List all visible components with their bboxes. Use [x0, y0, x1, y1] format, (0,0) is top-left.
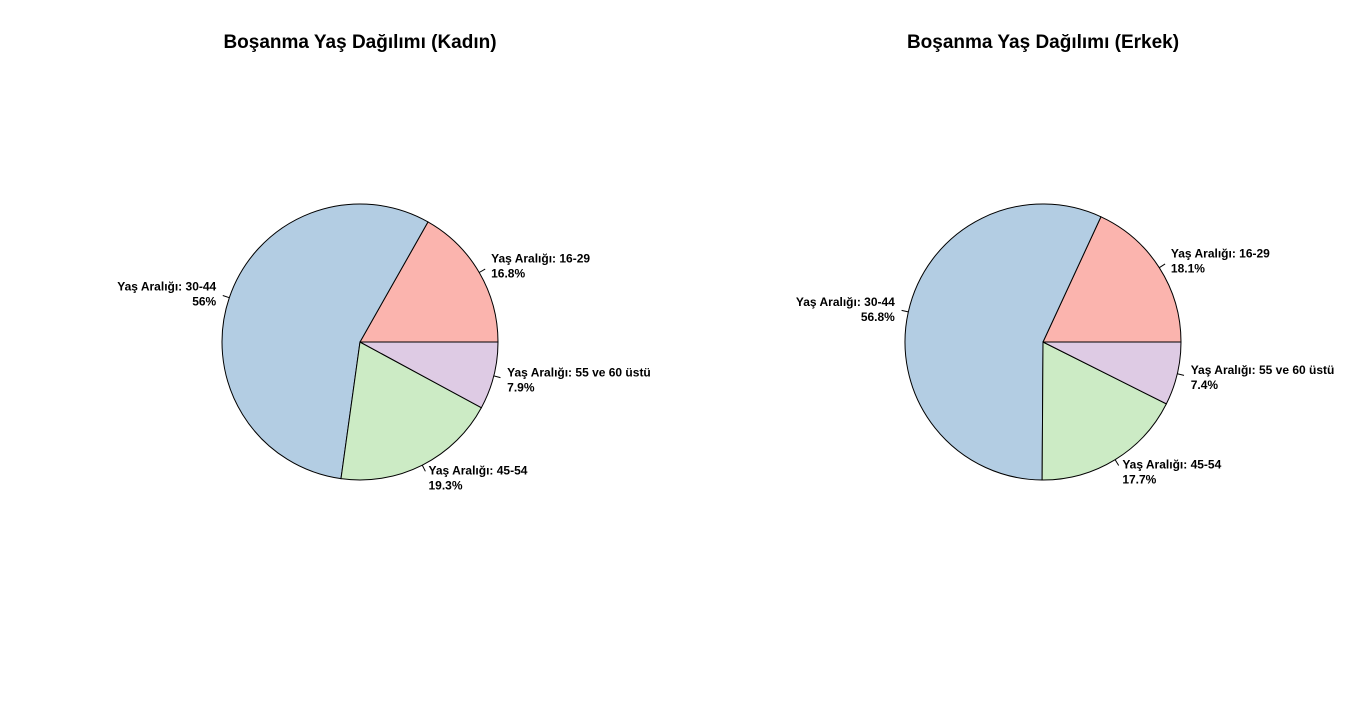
pie-label-percent: 19.3%	[428, 478, 462, 492]
pie-label-percent: 17.7%	[1122, 472, 1156, 486]
pie-label-yas-araligi-55-ve-60-ustu-kadin: Yaş Aralığı: 55 ve 60 üstü 7.9%	[507, 365, 651, 394]
pie-label-yas-araligi-16-29-kadin: Yaş Aralığı: 16-29 16.8%	[491, 252, 590, 281]
pie-label-percent: 7.9%	[507, 380, 535, 394]
pie-label-yas-araligi-55-ve-60-ustu-erkek: Yaş Aralığı: 55 ve 60 üstü 7.4%	[1191, 363, 1335, 392]
pie-leader-yas-araligi-30-44-kadin	[222, 295, 230, 299]
pie-chart-erkek: Boşanma Yaş Dağılımı (Erkek) Yaş Aralığı…	[796, 32, 1334, 486]
pie-leader-yas-araligi-30-44-erkek	[901, 309, 909, 313]
pie-label-percent: 56.8%	[861, 310, 895, 324]
pie-slice-yas-araligi-16-29-kadin	[359, 221, 499, 343]
pie-leader-yas-araligi-55-ve-60-ustu-erkek	[1177, 373, 1185, 376]
pie-slice-yas-araligi-16-29-erkek	[1042, 216, 1182, 343]
pie-label-category: Yaş Aralığı: 30-44	[796, 295, 895, 309]
pie-label-yas-araligi-45-54-erkek: Yaş Aralığı: 45-54 17.7%	[1122, 457, 1221, 486]
pie-label-percent: 56%	[192, 294, 216, 308]
pie-leader-yas-araligi-16-29-kadin	[478, 268, 486, 273]
pie-leader-yas-araligi-45-54-erkek	[1114, 459, 1120, 466]
pie-label-yas-araligi-30-44-erkek: Yaş Aralığı: 30-44 56.8%	[796, 295, 895, 324]
pie-slices-erkek	[904, 203, 1182, 481]
pie-slice-yas-araligi-45-54-kadin	[340, 341, 483, 481]
pie-label-percent: 18.1%	[1171, 261, 1205, 275]
pie-label-category: Yaş Aralığı: 55 ve 60 üstü	[1191, 363, 1335, 377]
pie-slice-yas-araligi-55-ve-60-ustu-kadin	[359, 341, 499, 409]
pie-label-percent: 16.8%	[491, 267, 525, 281]
pie-chart-kadin: Boşanma Yaş Dağılımı (Kadın) Yaş Aralığı…	[117, 32, 650, 492]
pie-label-category: Yaş Aralığı: 55 ve 60 üstü	[507, 365, 651, 379]
chart-title-erkek: Boşanma Yaş Dağılımı (Erkek)	[907, 32, 1179, 53]
pie-label-yas-araligi-45-54-kadin: Yaş Aralığı: 45-54 19.3%	[428, 463, 527, 492]
pie-label-category: Yaş Aralığı: 16-29	[491, 252, 590, 266]
pie-leader-yas-araligi-16-29-erkek	[1159, 263, 1166, 269]
pie-label-yas-araligi-16-29-erkek: Yaş Aralığı: 16-29 18.1%	[1171, 246, 1270, 275]
pie-labels-kadin: Yaş Aralığı: 16-29 16.8% Yaş Aralığı: 30-4…	[117, 252, 650, 493]
pie-slice-yas-araligi-30-44-kadin	[221, 203, 429, 480]
chart-title-kadin: Boşanma Yaş Dağılımı (Kadın)	[223, 32, 496, 53]
pie-label-category: Yaş Aralığı: 16-29	[1171, 246, 1270, 260]
pie-label-yas-araligi-30-44-kadin: Yaş Aralığı: 30-44 56%	[117, 279, 216, 308]
pie-slices-kadin	[221, 203, 499, 481]
pie-slice-yas-araligi-55-ve-60-ustu-erkek	[1042, 341, 1182, 405]
pie-leader-yas-araligi-55-ve-60-ustu-kadin	[493, 375, 501, 379]
pie-leader-yas-araligi-45-54-kadin	[421, 464, 426, 472]
pie-label-category: Yaş Aralığı: 45-54	[428, 463, 527, 477]
pie-slice-yas-araligi-30-44-erkek	[904, 203, 1102, 481]
pie-label-category: Yaş Aralığı: 30-44	[117, 279, 216, 293]
pie-label-percent: 7.4%	[1191, 378, 1219, 392]
pie-labels-erkek: Yaş Aralığı: 16-29 18.1% Yaş Aralığı: 30-4…	[796, 246, 1334, 486]
pie-label-category: Yaş Aralığı: 45-54	[1122, 457, 1221, 471]
